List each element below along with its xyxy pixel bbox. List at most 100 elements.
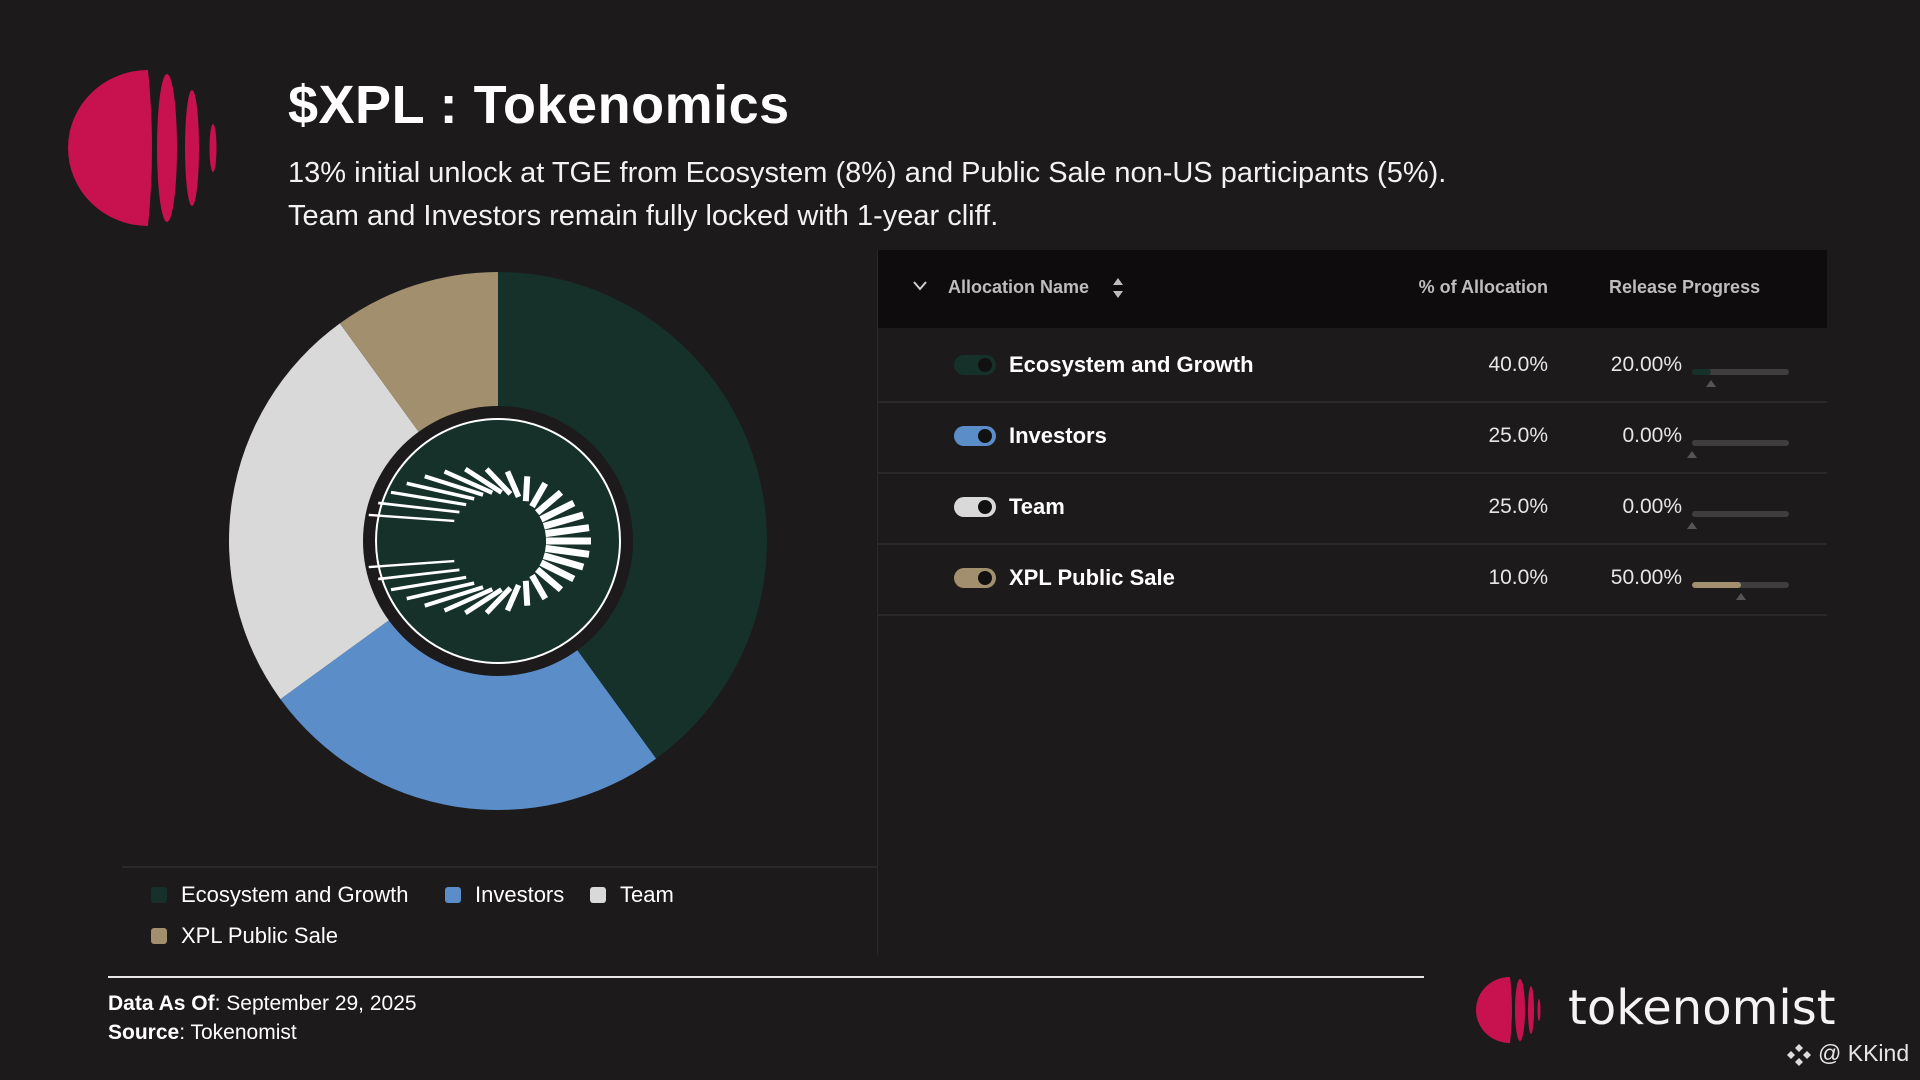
logo-ray	[443, 469, 494, 495]
legend-item[interactable]: Investors	[445, 882, 564, 908]
column-release-progress: Release Progress	[1609, 277, 1761, 297]
series-toggle[interactable]	[954, 355, 996, 375]
release-progress-fill	[1692, 582, 1741, 588]
data-as-of-value: : September 29, 2025	[214, 992, 417, 1015]
logo-ray	[464, 587, 503, 615]
logo-ray	[368, 513, 455, 523]
allocation-name: Team	[1009, 494, 1065, 519]
release-progress-bar	[1692, 582, 1789, 588]
subtitle-line-2: Team and Investors remain fully locked w…	[288, 200, 999, 232]
logo-ray	[539, 559, 576, 583]
release-progress-bar	[1692, 440, 1789, 446]
donut-chart	[228, 272, 767, 810]
logo-ray	[504, 470, 522, 499]
brand-logo	[68, 70, 217, 226]
logo-ray	[406, 581, 475, 601]
logo-ray	[542, 552, 585, 571]
series-toggle[interactable]	[954, 426, 996, 446]
logo-ray	[368, 559, 455, 569]
logo-ray	[424, 474, 484, 497]
pie-slice-team[interactable]	[228, 323, 499, 700]
column-percent-allocation: % of Allocation	[1418, 277, 1548, 297]
brand-wordmark: tokenomist	[1568, 980, 1836, 1036]
logo-ray	[504, 583, 522, 612]
allocation-name: Ecosystem and Growth	[1009, 352, 1254, 377]
release-progress-value: 0.00%	[1622, 424, 1682, 447]
release-progress-bar	[1692, 511, 1789, 517]
source: Source: Tokenomist	[108, 1021, 297, 1045]
pie-slice-investors[interactable]	[280, 541, 657, 810]
binance-icon	[1787, 1044, 1811, 1066]
subtitle-line-1: 13% initial unlock at TGE from Ecosystem…	[288, 157, 1447, 189]
logo-ray	[378, 568, 460, 581]
progress-marker	[1706, 380, 1717, 387]
allocation-percent: 25.0%	[1488, 495, 1548, 518]
series-toggle[interactable]	[954, 497, 996, 517]
legend-swatch	[590, 887, 606, 903]
source-label: Source	[108, 1021, 180, 1044]
progress-marker	[1687, 451, 1697, 458]
page-title: $XPL : Tokenomics	[288, 75, 790, 135]
series-toggle[interactable]	[954, 568, 996, 588]
release-progress-value: 20.00%	[1610, 353, 1682, 376]
legend-label: Investors	[475, 882, 565, 907]
pie-slice-ecosystem-and-growth[interactable]	[498, 272, 767, 759]
tokenomist-logo-icon	[1476, 977, 1541, 1043]
legend-label: Team	[620, 882, 674, 907]
chevron-down-icon[interactable]	[912, 280, 928, 292]
footer-divider	[108, 976, 1424, 978]
logo-ray	[529, 481, 549, 509]
logo-ray	[544, 524, 590, 538]
table-row[interactable]: Team 25.0% 0.00%	[878, 472, 1827, 545]
logo-ray	[424, 585, 484, 608]
data-as-of: Data As Of: September 29, 2025	[108, 992, 417, 1016]
data-as-of-label: Data As Of	[108, 992, 215, 1015]
logo-ray	[539, 499, 576, 523]
legend-item[interactable]: Team	[590, 882, 674, 908]
watermark: @ KKind	[1818, 1040, 1910, 1066]
table-row[interactable]: XPL Public Sale 10.0% 50.00%	[878, 543, 1827, 616]
logo-ray	[534, 489, 564, 516]
legend-label: XPL Public Sale	[181, 923, 338, 948]
legend-swatch	[445, 887, 461, 903]
sort-icon[interactable]	[1112, 277, 1124, 299]
logo-ray	[390, 490, 467, 507]
release-progress-bar	[1692, 369, 1789, 375]
allocation-percent: 10.0%	[1488, 566, 1548, 589]
table-header: Allocation Name % of Allocation Release …	[878, 250, 1827, 328]
logo-ray	[522, 580, 531, 606]
release-progress-value: 0.00%	[1622, 495, 1682, 518]
release-progress-fill	[1692, 369, 1712, 375]
logo-ray	[406, 481, 475, 501]
logo-ray	[534, 566, 564, 593]
release-progress-value: 50.00%	[1610, 566, 1682, 589]
allocation-name: Investors	[1009, 423, 1107, 448]
legend-swatch	[151, 887, 167, 903]
logo-ray	[544, 544, 590, 558]
legend-label: Ecosystem and Growth	[181, 882, 409, 907]
logo-ray	[542, 511, 585, 530]
logo-ray	[378, 501, 460, 514]
panel-divider	[877, 250, 878, 955]
allocation-percent: 25.0%	[1488, 424, 1548, 447]
column-allocation-name[interactable]: Allocation Name	[948, 277, 1090, 297]
allocation-table: Allocation Name % of Allocation Release …	[878, 250, 1827, 955]
legend-item[interactable]: Ecosystem and Growth	[151, 882, 408, 908]
legend-swatch	[151, 928, 167, 944]
allocation-name: XPL Public Sale	[1009, 565, 1175, 590]
table-row[interactable]: Ecosystem and Growth 40.0% 20.00%	[878, 330, 1827, 403]
progress-marker	[1735, 593, 1746, 600]
legend-divider	[122, 866, 877, 868]
logo-ray	[484, 586, 513, 615]
legend-item[interactable]: XPL Public Sale	[151, 923, 338, 949]
logo-ray	[529, 573, 549, 601]
logo-ray	[443, 587, 494, 613]
logo-ray	[484, 467, 513, 496]
logo-ray	[522, 476, 531, 502]
logo-ray	[390, 575, 467, 592]
table-row[interactable]: Investors 25.0% 0.00%	[878, 401, 1827, 474]
source-value: : Tokenomist	[179, 1021, 297, 1044]
progress-marker	[1687, 522, 1697, 529]
allocation-percent: 40.0%	[1488, 353, 1548, 376]
logo-ray	[464, 467, 503, 495]
